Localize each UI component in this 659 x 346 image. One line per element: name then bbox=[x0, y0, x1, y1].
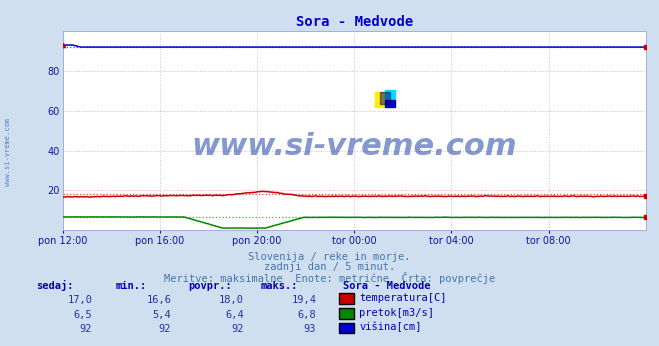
Text: Sora - Medvode: Sora - Medvode bbox=[343, 281, 430, 291]
Text: maks.:: maks.: bbox=[260, 281, 298, 291]
Bar bbox=[374, 92, 385, 107]
Text: zadnji dan / 5 minut.: zadnji dan / 5 minut. bbox=[264, 262, 395, 272]
Text: 6,4: 6,4 bbox=[225, 310, 244, 320]
Text: povpr.:: povpr.: bbox=[188, 281, 231, 291]
Text: 18,0: 18,0 bbox=[219, 295, 244, 305]
Text: Meritve: maksimalne  Enote: metrične  Črta: povprečje: Meritve: maksimalne Enote: metrične Črta… bbox=[164, 272, 495, 284]
Text: višina[cm]: višina[cm] bbox=[359, 322, 422, 333]
Text: 93: 93 bbox=[304, 324, 316, 334]
Text: pretok[m3/s]: pretok[m3/s] bbox=[359, 308, 434, 318]
Text: 6,5: 6,5 bbox=[74, 310, 92, 320]
Text: 16,6: 16,6 bbox=[146, 295, 171, 305]
Text: www.si-vreme.com: www.si-vreme.com bbox=[5, 118, 11, 186]
Bar bbox=[385, 100, 395, 107]
Text: 5,4: 5,4 bbox=[153, 310, 171, 320]
Text: 92: 92 bbox=[159, 324, 171, 334]
Text: 92: 92 bbox=[80, 324, 92, 334]
Text: temperatura[C]: temperatura[C] bbox=[359, 293, 447, 303]
Bar bbox=[380, 92, 390, 104]
Text: 6,8: 6,8 bbox=[298, 310, 316, 320]
Text: sedaj:: sedaj: bbox=[36, 280, 74, 291]
Text: 92: 92 bbox=[231, 324, 244, 334]
Text: www.si-vreme.com: www.si-vreme.com bbox=[191, 132, 517, 161]
Text: 19,4: 19,4 bbox=[291, 295, 316, 305]
Text: 17,0: 17,0 bbox=[67, 295, 92, 305]
Text: min.:: min.: bbox=[115, 281, 146, 291]
Text: Slovenija / reke in morje.: Slovenija / reke in morje. bbox=[248, 252, 411, 262]
Title: Sora - Medvode: Sora - Medvode bbox=[296, 15, 413, 29]
Bar bbox=[385, 90, 395, 100]
